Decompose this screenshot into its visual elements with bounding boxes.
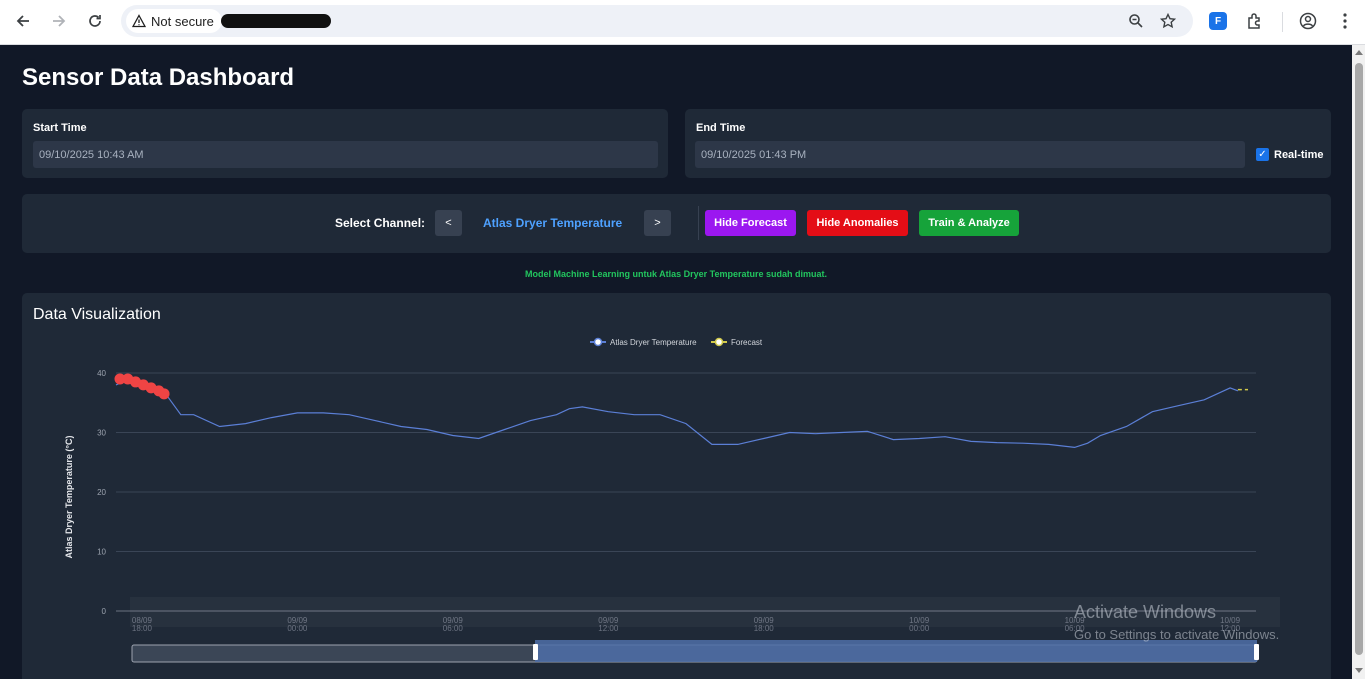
y-axis-label: Atlas Dryer Temperature (°C)	[64, 436, 74, 559]
page-scrollbar[interactable]	[1352, 45, 1365, 679]
hide-forecast-button[interactable]: Hide Forecast	[705, 210, 796, 236]
zoom-handle-right[interactable]	[1254, 644, 1259, 660]
x-tick-time: 18:00	[754, 624, 775, 633]
extensions-puzzle-icon[interactable]	[1244, 10, 1266, 32]
legend-marker-sensor	[593, 337, 603, 347]
dashboard-page: Sensor Data Dashboard Start Time 09/10/2…	[0, 45, 1352, 679]
x-tick-date: 10/09	[1065, 616, 1086, 625]
realtime-toggle[interactable]: ✓ Real-time	[1256, 148, 1324, 161]
back-arrow-icon	[16, 15, 29, 27]
x-tick-time: 12:00	[598, 624, 619, 633]
browser-toolbar: Not secure F	[0, 0, 1365, 45]
y-tick-label: 40	[97, 369, 106, 378]
x-tick-time: 06:00	[1065, 624, 1086, 633]
legend-label-sensor: Atlas Dryer Temperature	[610, 338, 697, 347]
y-tick-label: 10	[97, 548, 106, 557]
zoom-preview-area	[130, 597, 1280, 627]
scroll-up-icon[interactable]	[1355, 50, 1363, 55]
model-status-message: Model Machine Learning untuk Atlas Dryer…	[524, 269, 828, 279]
controls-divider	[698, 206, 699, 240]
visualization-card: Data Visualization Atlas Dryer Temperatu…	[22, 293, 1331, 679]
x-tick-time: 06:00	[443, 624, 464, 633]
channel-controls-card: Select Channel: < Atlas Dryer Temperatur…	[22, 194, 1331, 253]
address-bar[interactable]: Not secure	[121, 5, 1193, 37]
x-tick-date: 09/09	[443, 616, 464, 625]
end-time-label: End Time	[696, 122, 746, 134]
profile-icon[interactable]	[1297, 10, 1319, 32]
zoom-handle-left[interactable]	[533, 644, 538, 660]
activate-windows-title: Activate Windows	[1074, 602, 1217, 622]
y-tick-label: 20	[97, 488, 106, 497]
legend-label-forecast: Forecast	[731, 338, 763, 347]
forward-button[interactable]	[46, 9, 72, 33]
start-time-label: Start Time	[33, 122, 87, 134]
forward-arrow-icon	[53, 15, 66, 27]
next-channel-button[interactable]: >	[644, 210, 671, 236]
x-tick-time: 00:00	[287, 624, 308, 633]
realtime-checkbox[interactable]: ✓	[1256, 148, 1269, 161]
realtime-label: Real-time	[1274, 148, 1324, 161]
selected-channel-name: Atlas Dryer Temperature	[483, 216, 623, 230]
train-analyze-button[interactable]: Train & Analyze	[919, 210, 1019, 236]
anomaly-point	[114, 373, 126, 385]
start-time-card: Start Time 09/10/2025 10:43 AM	[22, 109, 668, 178]
zoom-slider-selection[interactable]	[535, 640, 1257, 662]
activate-windows-subtitle: Go to Settings to activate Windows.	[1074, 627, 1280, 642]
x-tick-time: 00:00	[909, 624, 930, 633]
x-tick-date: 08/09	[132, 616, 153, 625]
x-tick-date: 10/09	[909, 616, 930, 625]
end-time-card: End Time 09/10/2025 01:43 PM ✓ Real-time	[685, 109, 1331, 178]
prev-channel-button[interactable]: <	[435, 210, 462, 236]
url-redacted	[221, 14, 331, 28]
select-channel-label: Select Channel:	[335, 216, 426, 230]
visualization-title: Data Visualization	[33, 306, 161, 323]
y-tick-label: 30	[97, 429, 106, 438]
toolbar-divider	[1282, 12, 1283, 32]
reload-button[interactable]	[82, 9, 108, 33]
back-button[interactable]	[10, 9, 36, 33]
security-chip[interactable]: Not secure	[126, 9, 222, 33]
hide-anomalies-button[interactable]: Hide Anomalies	[807, 210, 908, 236]
browser-menu-icon[interactable]	[1334, 10, 1356, 32]
reload-icon	[89, 15, 101, 27]
x-tick-date: 09/09	[598, 616, 619, 625]
x-tick-date: 10/09	[1220, 616, 1241, 625]
zoom-icon[interactable]	[1127, 12, 1145, 30]
x-tick-time: 12:00	[1220, 624, 1241, 633]
x-tick-date: 09/09	[287, 616, 308, 625]
start-time-input[interactable]: 09/10/2025 10:43 AM	[33, 141, 658, 168]
scroll-down-icon[interactable]	[1355, 668, 1363, 673]
security-label: Not secure	[151, 13, 214, 29]
page-title: Sensor Data Dashboard	[22, 64, 295, 91]
sensor-series-line	[115, 378, 1239, 449]
legend-marker-forecast	[714, 337, 724, 347]
y-tick-label: 0	[102, 607, 107, 616]
x-tick-time: 18:00	[132, 624, 153, 633]
end-time-input[interactable]: 09/10/2025 01:43 PM	[695, 141, 1245, 168]
warning-icon	[132, 14, 146, 28]
bookmark-star-icon[interactable]	[1159, 12, 1177, 30]
anomaly-point	[158, 388, 170, 400]
extension-badge-icon[interactable]: F	[1207, 10, 1229, 32]
scroll-thumb[interactable]	[1355, 63, 1363, 655]
sensor-line-chart[interactable]: Atlas Dryer Temperature Forecast 0 10 20 30 40…	[22, 293, 1331, 679]
x-tick-date: 09/09	[754, 616, 775, 625]
